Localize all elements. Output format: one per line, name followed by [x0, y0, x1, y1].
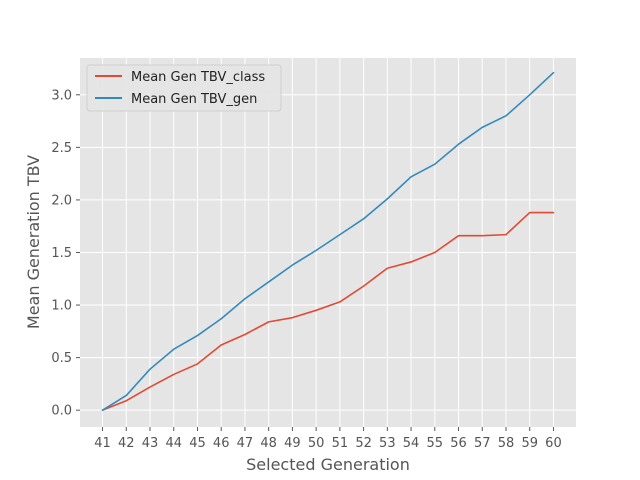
- series-lines: [101, 71, 555, 411]
- x-tick-label: 46: [213, 436, 230, 451]
- x-tick-label: 52: [355, 436, 372, 451]
- x-tick-label: 45: [189, 436, 206, 451]
- legend-box: [86, 64, 282, 112]
- x-tick-label: 49: [284, 436, 301, 451]
- y-tick-label: 1.0: [51, 299, 72, 314]
- x-tick-label: 42: [118, 436, 135, 451]
- x-axis-label: Selected Generation: [246, 455, 410, 474]
- x-tick-label: 50: [308, 436, 325, 451]
- y-tick-label: 1.5: [51, 246, 72, 261]
- x-tick-label: 57: [474, 436, 491, 451]
- legend-label-class: Mean Gen TBV_class: [131, 70, 265, 85]
- x-tick-label: 54: [403, 436, 420, 451]
- y-tick-label: 0.5: [51, 351, 72, 366]
- x-tick-label: 56: [450, 436, 467, 451]
- x-tick-label: 47: [237, 436, 254, 451]
- legend: Mean Gen TBV_class Mean Gen TBV_gen: [86, 64, 282, 112]
- x-tick-label: 59: [521, 436, 538, 451]
- x-tick-label: 58: [498, 436, 515, 451]
- x-tick-label: 55: [427, 436, 444, 451]
- x-tick-label: 51: [332, 436, 349, 451]
- x-axis-ticks: 41 42 43 44 45 46 47 48 49 50 51 52 53 54 55 56 57 58 59 60: [94, 427, 562, 451]
- x-tick-label: 48: [260, 436, 277, 451]
- legend-label-gen: Mean Gen TBV_gen: [131, 92, 257, 107]
- y-axis-label: Mean Generation TBV: [24, 155, 43, 329]
- y-tick-label: 2.5: [51, 141, 72, 156]
- y-tick-label: 3.0: [51, 88, 72, 103]
- y-axis-ticks: 0.0 0.5 1.0 1.5 2.0 2.5 3.0: [51, 88, 80, 419]
- x-tick-label: 53: [379, 436, 396, 451]
- series-line-gen: [101, 71, 555, 411]
- grid: [80, 58, 576, 427]
- series-line-class: [101, 211, 555, 411]
- y-tick-label: 0.0: [51, 404, 72, 419]
- y-tick-label: 2.0: [51, 193, 72, 208]
- x-tick-label: 60: [545, 436, 562, 451]
- x-tick-label: 43: [142, 436, 159, 451]
- x-tick-label: 44: [165, 436, 182, 451]
- x-tick-label: 41: [94, 436, 111, 451]
